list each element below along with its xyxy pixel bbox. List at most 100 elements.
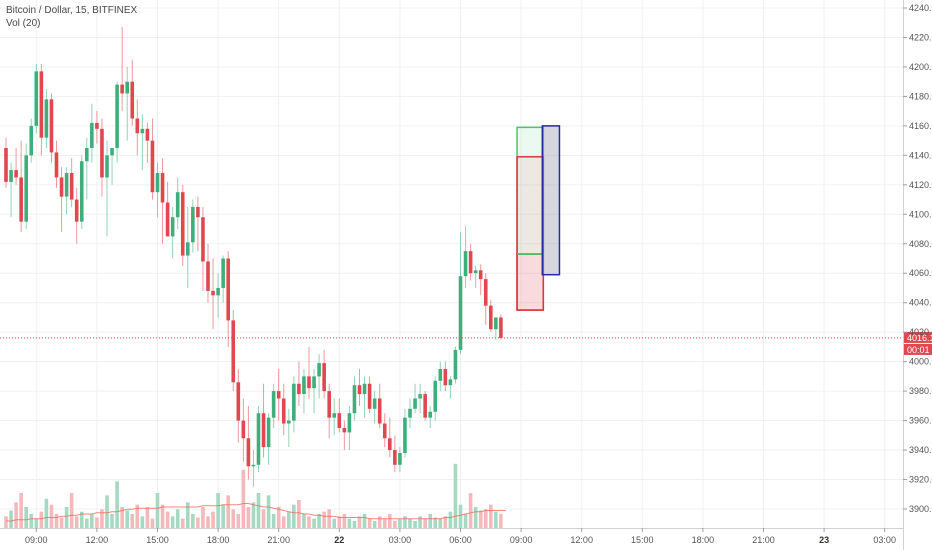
candle-body [332, 413, 337, 418]
candle-body [226, 258, 230, 321]
candle-body [372, 398, 377, 409]
candle-body [337, 413, 342, 428]
volume-bar [483, 509, 488, 528]
candle-body [54, 152, 59, 178]
volume-bar [211, 511, 215, 528]
candle-body [398, 453, 402, 465]
volume-bar [95, 517, 99, 528]
time-tick-label: 15:00 [631, 535, 654, 545]
candle-body [342, 427, 347, 433]
volume-bar [236, 514, 241, 528]
candle-body [256, 413, 261, 465]
volume-bar [494, 511, 498, 528]
volume-bar [468, 493, 473, 528]
volume-bar [145, 507, 150, 528]
volume-bar [287, 511, 291, 528]
candle-body [34, 71, 39, 126]
candle-body [312, 376, 316, 389]
candle-body [29, 125, 34, 156]
volume-bar [221, 504, 225, 528]
candle-body [352, 385, 357, 414]
volume-bar [357, 516, 362, 528]
time-tick-label: 03:00 [389, 535, 412, 545]
candle-body [403, 417, 407, 454]
candle-body [483, 279, 488, 306]
time-tick-label: 21:00 [752, 535, 775, 545]
volume-bar [59, 517, 64, 528]
volume-bar [14, 502, 18, 528]
candle-body [95, 122, 99, 129]
candle-body [261, 413, 266, 448]
time-tick-label: 22 [334, 535, 344, 545]
volume-bar [448, 511, 453, 528]
volume-bar [24, 507, 28, 528]
time-axis[interactable]: 09:00 12:00 15:00 18:00 21:00 22 03:00 06:00 09:… [0, 528, 932, 545]
volume-bar [170, 516, 175, 528]
volume-bar [332, 518, 337, 528]
volume-ma-polyline [6, 503, 506, 522]
candle-body [186, 242, 190, 256]
volume-bar [473, 507, 478, 528]
candle-body [276, 391, 281, 399]
candle-body [297, 383, 301, 395]
candle-body [24, 155, 28, 222]
volume-bar [54, 514, 59, 528]
last-price-badge [904, 331, 932, 343]
candle-body [79, 161, 84, 222]
volume-bar [90, 514, 94, 528]
price-tick-label: 4020.0 [909, 327, 932, 337]
volume-bar [423, 518, 427, 528]
candle-body [170, 217, 175, 237]
volume-bar [201, 507, 205, 528]
candle-body [165, 202, 170, 237]
candle-body [64, 173, 69, 197]
volume-bar [246, 507, 251, 528]
volume-bar [347, 518, 352, 528]
volume-bar [438, 518, 443, 528]
candle-body [281, 398, 286, 424]
volume-bar [125, 510, 129, 528]
price-tick-label: 4040.0 [909, 298, 932, 308]
candle-body [418, 394, 422, 399]
volume-bar [155, 493, 160, 528]
candle-body [125, 81, 129, 94]
volume-bar [266, 495, 271, 528]
candle-body [39, 71, 44, 138]
candle-body [287, 420, 291, 424]
candle-body [9, 170, 13, 182]
price-axis[interactable]: 4240.0 4220.0 4200.0 4180.0 4160.0 4140.0 4120… [903, 0, 932, 550]
candle-body [100, 128, 104, 178]
price-tick-label: 3980.0 [909, 386, 932, 396]
price-tick-label: 4060.0 [909, 268, 932, 278]
volume-bar [110, 514, 114, 528]
candle-body [443, 369, 448, 386]
price-tick-label: 4000.0 [909, 357, 932, 367]
candle-body [44, 99, 49, 138]
candle-body [393, 450, 397, 465]
volume-bar [69, 493, 74, 528]
volume-bar [322, 511, 326, 528]
price-range-box[interactable] [541, 125, 561, 276]
volume-bar [297, 500, 301, 528]
candle-body [408, 408, 412, 418]
volume-bar [85, 518, 89, 528]
candle-body [130, 81, 135, 119]
price-tick-label: 3940.0 [909, 445, 932, 455]
volume-bar [79, 511, 84, 528]
position-tools[interactable] [516, 125, 561, 311]
volume-bar [261, 509, 266, 528]
volume-bar [367, 518, 372, 528]
candle-body [271, 391, 276, 418]
candle-body [4, 147, 8, 182]
long-position-stop-zone[interactable] [516, 253, 545, 311]
short-position-target-zone[interactable] [516, 156, 545, 311]
candle-body [367, 383, 372, 409]
candle-body [468, 251, 473, 274]
volume-ma-line [6, 503, 506, 522]
candle-body [489, 305, 493, 330]
volume-bar [413, 521, 417, 528]
volume-bar [241, 469, 246, 528]
volume-bar [19, 493, 23, 528]
candle-body [74, 199, 79, 222]
